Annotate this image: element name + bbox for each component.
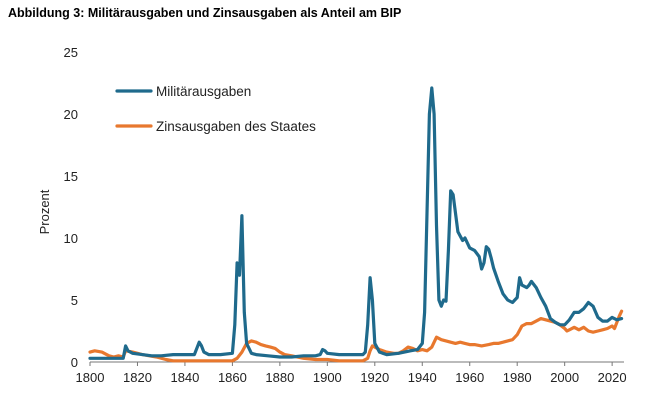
x-tick-label: 1800 [76, 370, 105, 385]
chart-legend: Militärausgaben Zinsausgaben des Staates [115, 84, 316, 134]
series-line-zinsausgaben-des-staates [88, 309, 624, 363]
y-tick-label: 5 [71, 293, 78, 308]
legend-label: Militärausgaben [156, 84, 251, 99]
y-axis-label: Prozent [37, 189, 52, 234]
y-tick-label: 25 [64, 45, 78, 60]
x-tick-label: 1960 [455, 370, 484, 385]
x-tick-label: 1820 [123, 370, 152, 385]
series-line-milit-rausgaben [88, 86, 624, 360]
x-tick-label: 1980 [503, 370, 532, 385]
x-tick-label: 2020 [598, 370, 627, 385]
x-tick-label: 1860 [218, 370, 247, 385]
x-tick-label: 2000 [550, 370, 579, 385]
chart-axes: 1800 1820 1840 1860 1880 1900 1920 1940 1960 1980… [64, 45, 627, 385]
y-tick-label: 15 [64, 169, 78, 184]
chart-series-layer [88, 86, 624, 363]
x-tick-label: 1880 [265, 370, 294, 385]
x-tick-label: 1840 [170, 370, 199, 385]
x-tick-label: 1940 [408, 370, 437, 385]
y-tick-label: 20 [64, 107, 78, 122]
x-tick-label: 1900 [313, 370, 342, 385]
y-tick-label: 10 [64, 231, 78, 246]
legend-label: Zinsausgaben des Staates [156, 119, 316, 134]
y-tick-label: 0 [71, 355, 78, 370]
x-tick-label: 1920 [360, 370, 389, 385]
figure-title: Abbildung 3: Militärausgaben und Zinsaus… [8, 6, 402, 20]
